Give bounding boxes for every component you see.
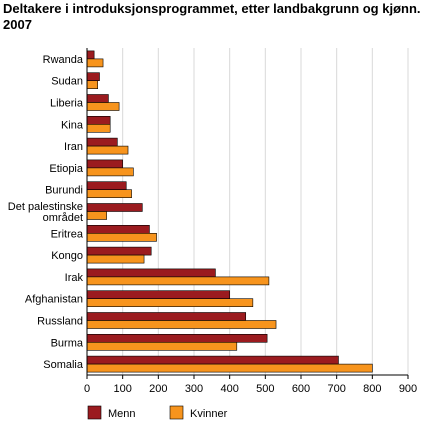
- bar-kvinner-7: [86, 189, 132, 198]
- legend-label-menn: Menn: [108, 408, 136, 420]
- x-tick-label: 300: [185, 383, 203, 395]
- bar-menn-5: [86, 137, 118, 147]
- x-tick-label: 400: [220, 383, 238, 395]
- bar-kvinner-9: [86, 233, 157, 242]
- x-tick-label: 200: [149, 383, 167, 395]
- category-label: Eritrea: [51, 228, 84, 240]
- category-label: Det palestinske: [8, 201, 83, 213]
- x-tick-label: 600: [292, 383, 310, 395]
- bar-menn-12: [86, 290, 230, 300]
- bar-menn-13: [86, 312, 247, 321]
- category-label: området: [43, 212, 83, 224]
- x-tick-label: 700: [327, 383, 345, 395]
- bar-menn-2: [86, 72, 100, 81]
- bar-kvinner-15: [86, 363, 373, 373]
- bar-kvinner-3: [86, 102, 120, 111]
- legend: Menn Kvinner: [87, 405, 228, 420]
- bar-kvinner-13: [86, 320, 277, 329]
- category-label: Burma: [51, 337, 84, 349]
- category-label: Afghanistan: [25, 294, 83, 306]
- category-label: Sudan: [51, 76, 83, 88]
- x-tick-label: 0: [84, 383, 90, 395]
- bar-menn-15: [86, 355, 339, 365]
- bar-kvinner-2: [86, 80, 98, 89]
- legend-swatch-menn: [87, 405, 102, 420]
- x-tick-label: 100: [113, 383, 131, 395]
- bars: [86, 50, 373, 373]
- category-label: Irak: [65, 272, 84, 284]
- legend-label-kvinner: Kvinner: [190, 408, 228, 420]
- category-label: Burundi: [45, 185, 83, 197]
- bar-kvinner-5: [86, 145, 129, 155]
- bar-kvinner-4: [86, 124, 111, 133]
- category-label: Rwanda: [43, 54, 84, 66]
- x-tick-label: 900: [399, 383, 417, 395]
- bar-menn-4: [86, 116, 111, 125]
- bar-menn-6: [86, 159, 123, 169]
- x-tick-label: 500: [256, 383, 274, 395]
- category-label: Kongo: [51, 250, 83, 262]
- bar-kvinner-10: [86, 254, 145, 264]
- bar-kvinner-6: [86, 167, 134, 177]
- category-label: Russland: [37, 316, 83, 328]
- axes: 0 100 200 300 400 500 600 700 800 900 Rwanda Sudan L…: [8, 48, 417, 395]
- category-label: Liberia: [50, 98, 84, 110]
- bar-kvinner-12: [86, 298, 254, 308]
- category-label: Kina: [61, 119, 84, 131]
- bar-menn-8: [86, 203, 143, 212]
- chart-title: Deltakere i introduksjonsprogrammet, ett…: [3, 1, 421, 32]
- category-label: Iran: [64, 141, 83, 153]
- bar-kvinner-1: [86, 58, 104, 68]
- category-label: Etiopia: [49, 163, 84, 175]
- bar-menn-1: [86, 50, 95, 60]
- bar-kvinner-14: [86, 341, 238, 351]
- bar-menn-9: [86, 225, 150, 234]
- bar-kvinner-8: [86, 211, 107, 220]
- x-tick-label: 800: [363, 383, 381, 395]
- bar-menn-10: [86, 246, 152, 256]
- bar-menn-11: [86, 268, 216, 278]
- bar-menn-3: [86, 94, 109, 103]
- category-label: Somalia: [43, 359, 84, 371]
- bar-menn-7: [86, 181, 127, 190]
- bar-kvinner-11: [86, 276, 270, 286]
- legend-swatch-kvinner: [169, 405, 184, 420]
- bar-menn-14: [86, 333, 268, 343]
